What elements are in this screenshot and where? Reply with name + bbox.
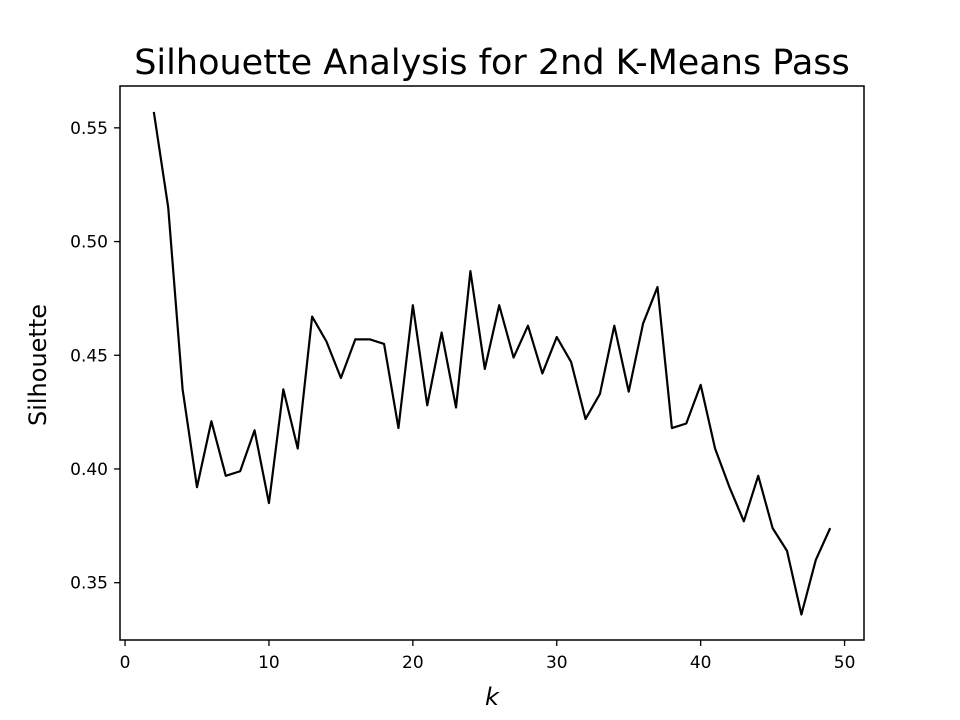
x-tick-label: 30 (546, 653, 568, 673)
plot-area (119, 85, 865, 641)
chart-title: Silhouette Analysis for 2nd K-Means Pass (134, 43, 850, 83)
plot-frame (119, 85, 865, 641)
x-tick-label: 0 (120, 653, 131, 673)
series-line (152, 111, 832, 616)
y-axis: 0.35 0.40 0.45 0.50 0.55 (70, 119, 120, 594)
y-tick-label: 0.45 (70, 346, 108, 366)
y-tick-label: 0.50 (70, 233, 108, 253)
x-tick-label: 50 (834, 653, 856, 673)
y-tick-label: 0.40 (70, 460, 108, 480)
x-tick-label: 40 (690, 653, 712, 673)
x-axis-label: k (485, 683, 500, 711)
x-tick-label: 10 (258, 653, 280, 673)
y-axis-label: Silhouette (24, 304, 52, 426)
y-tick-label: 0.55 (70, 119, 108, 139)
x-tick-label: 20 (402, 653, 424, 673)
y-tick-label: 0.35 (70, 574, 108, 594)
x-axis: 0 10 20 30 40 50 (120, 640, 856, 673)
